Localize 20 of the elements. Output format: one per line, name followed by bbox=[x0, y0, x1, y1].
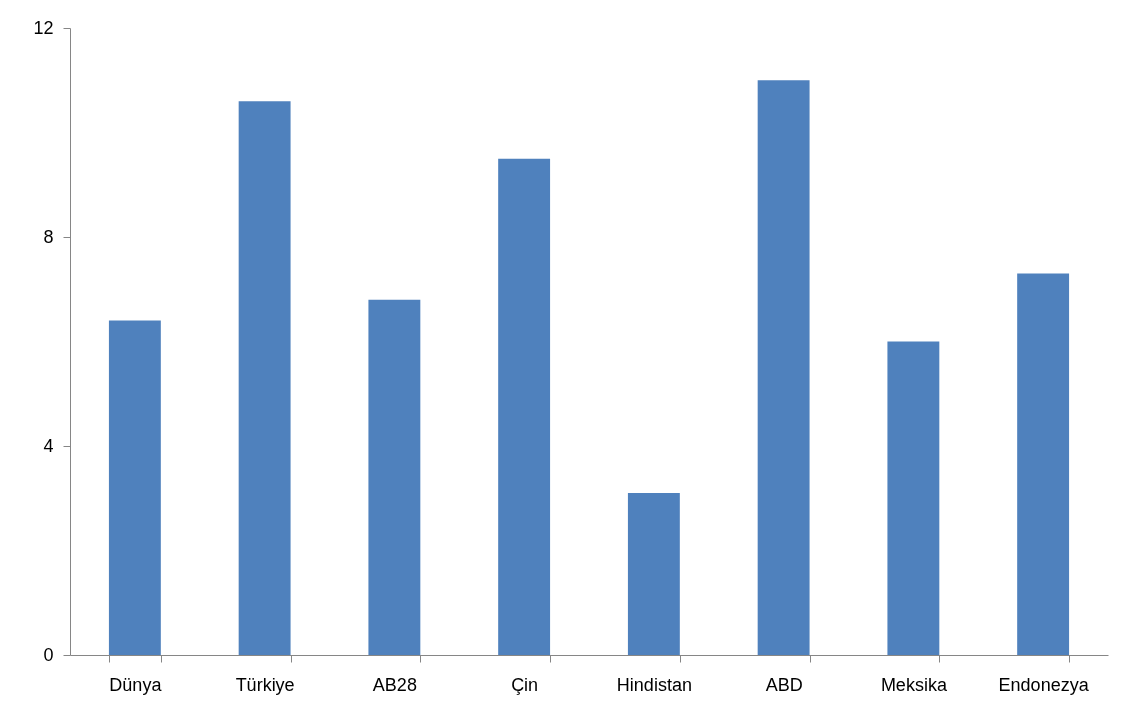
x-tick-label: AB28 bbox=[372, 674, 417, 695]
bar bbox=[887, 341, 940, 655]
bar bbox=[108, 320, 161, 655]
x-tick-label: Meksika bbox=[880, 674, 948, 695]
bar bbox=[627, 493, 680, 655]
y-tick-label: 0 bbox=[43, 644, 54, 665]
x-tick-label: Türkiye bbox=[235, 674, 295, 695]
bar bbox=[238, 101, 291, 655]
x-tick-label: Endonezya bbox=[998, 674, 1090, 695]
bar bbox=[368, 299, 421, 655]
x-tick-label: Dünya bbox=[109, 674, 163, 695]
y-tick-label: 12 bbox=[33, 17, 54, 38]
bar bbox=[498, 158, 551, 655]
bar bbox=[757, 80, 810, 655]
x-tick-label: Hindistan bbox=[616, 674, 692, 695]
x-tick-label: ABD bbox=[765, 674, 803, 695]
y-tick-label: 8 bbox=[43, 226, 54, 247]
y-tick-label: 4 bbox=[43, 435, 54, 456]
bar bbox=[1017, 273, 1070, 655]
x-tick-label: Çin bbox=[511, 674, 539, 695]
